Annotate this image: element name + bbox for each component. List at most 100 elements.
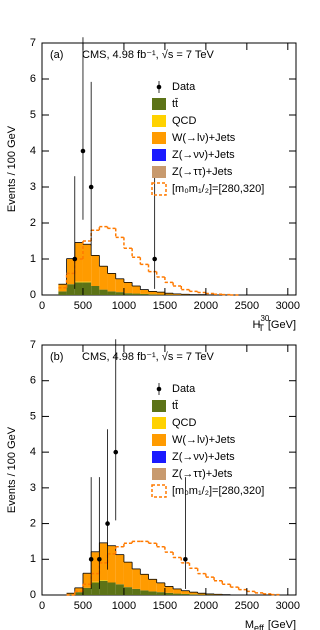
panel-label: (b) [50,351,63,363]
legend-label: tt̄ [172,400,178,412]
hist-bar [99,266,108,290]
legend-label: Data [172,383,196,395]
legend-label: Z(→νν)+Jets [172,451,235,463]
hist-bar [91,552,100,582]
legend-data-marker [156,386,162,392]
legend-label: W(→lν)+Jets [172,434,236,446]
hist-bar [123,293,133,295]
hist-bar [74,592,83,595]
hist-bar [91,581,100,583]
legend-swatch [152,166,166,178]
y-tick-label: 1 [30,553,36,565]
data-point [152,256,157,262]
legend-swatch [152,98,166,110]
hist-bar [189,592,198,595]
data-point [105,521,110,526]
legend-label: W(→lν)+Jets [172,132,236,144]
x-label-main: M [245,619,254,630]
y-axis-label: Events / 100 GeV [6,125,18,212]
legend-swatch [152,417,166,429]
y-tick-label: 6 [30,375,36,387]
legend-swatch [152,434,166,446]
hist-bar [82,281,92,283]
data-point [88,184,94,190]
hist-bar [107,291,116,295]
x-tick-label: 1000 [112,300,136,312]
x-tick-label: 3000 [276,300,300,312]
legend-swatch [152,400,166,412]
hist-bar [132,286,141,294]
hist-bar [123,587,133,595]
y-tick-label: 5 [30,410,36,422]
hist-bar [164,592,174,595]
hist-bar [107,545,116,583]
hist-bar [107,273,116,292]
x-tick-label: 2500 [235,300,259,312]
x-label-sup: 30 [260,314,269,323]
hist-bar [140,590,149,595]
x-tick-label: 500 [74,600,92,612]
hist-bar [91,255,100,286]
data-point [113,449,119,455]
hist-bar [156,582,165,593]
y-tick-label: 6 [30,73,36,85]
hist-bar [140,574,149,591]
hist-bar [164,293,174,295]
legend-swatch [152,468,166,480]
y-tick-label: 2 [30,517,36,529]
hist-bar [66,284,75,295]
y-tick-label: 2 [30,217,36,229]
x-tick-label: 500 [74,300,92,312]
x-label-unit: [GeV] [268,619,296,630]
y-tick-label: 0 [30,589,36,601]
plot-frame [41,344,297,596]
legend-swatch [152,132,166,144]
y-axis-label: Events / 100 GeV [6,426,18,513]
panel-label: (a) [50,49,63,61]
hist-bar [107,582,116,595]
data-point [183,556,188,562]
data-point [72,256,78,262]
x-label-main: H [253,319,261,331]
hist-bar [132,293,141,295]
y-tick-label: 1 [30,253,36,265]
hist-bar [66,594,75,595]
hist-bar [173,593,182,595]
hist-bar [115,554,124,585]
hist-bar [181,593,190,595]
legend-label: Z(→ττ)+Jets [172,468,233,480]
hist-bar [99,580,108,595]
x-axis-label: Meff [GeV] [245,619,296,630]
legend-swatch [152,451,166,463]
legend-swatch [152,115,166,127]
x-label-unit: [GeV] [268,319,296,331]
legend-label: Z(→ττ)+Jets [172,166,233,178]
hist-bar [123,562,133,588]
hist-bar [99,289,108,295]
hist-bar [164,586,174,593]
x-tick-label: 0 [39,300,45,312]
hist-bar [123,282,133,294]
legend-label: Z(→νν)+Jets [172,149,235,161]
hist-bar [74,242,83,282]
annotation: CMS, 4.98 fb⁻¹, √s = 7 TeV [82,351,214,363]
hist-bar [66,593,75,595]
legend-swatch [152,149,166,161]
data-point [97,556,102,562]
hist-bar [115,292,124,295]
hist-bar [58,284,67,292]
y-tick-label: 4 [30,145,36,157]
legend-swatch [151,182,167,196]
legend-label: [m₀m₁/₂]=[280,320] [172,485,264,497]
data-point [80,148,86,154]
hist-bar [140,289,149,294]
y-tick-label: 7 [30,37,36,49]
y-tick-label: 0 [30,289,36,301]
hist-bar [99,580,108,581]
y-tick-label: 5 [30,109,36,121]
y-tick-label: 3 [30,181,36,193]
data-point [88,556,94,562]
legend-label: Data [172,81,196,93]
hist-bar [91,582,100,595]
